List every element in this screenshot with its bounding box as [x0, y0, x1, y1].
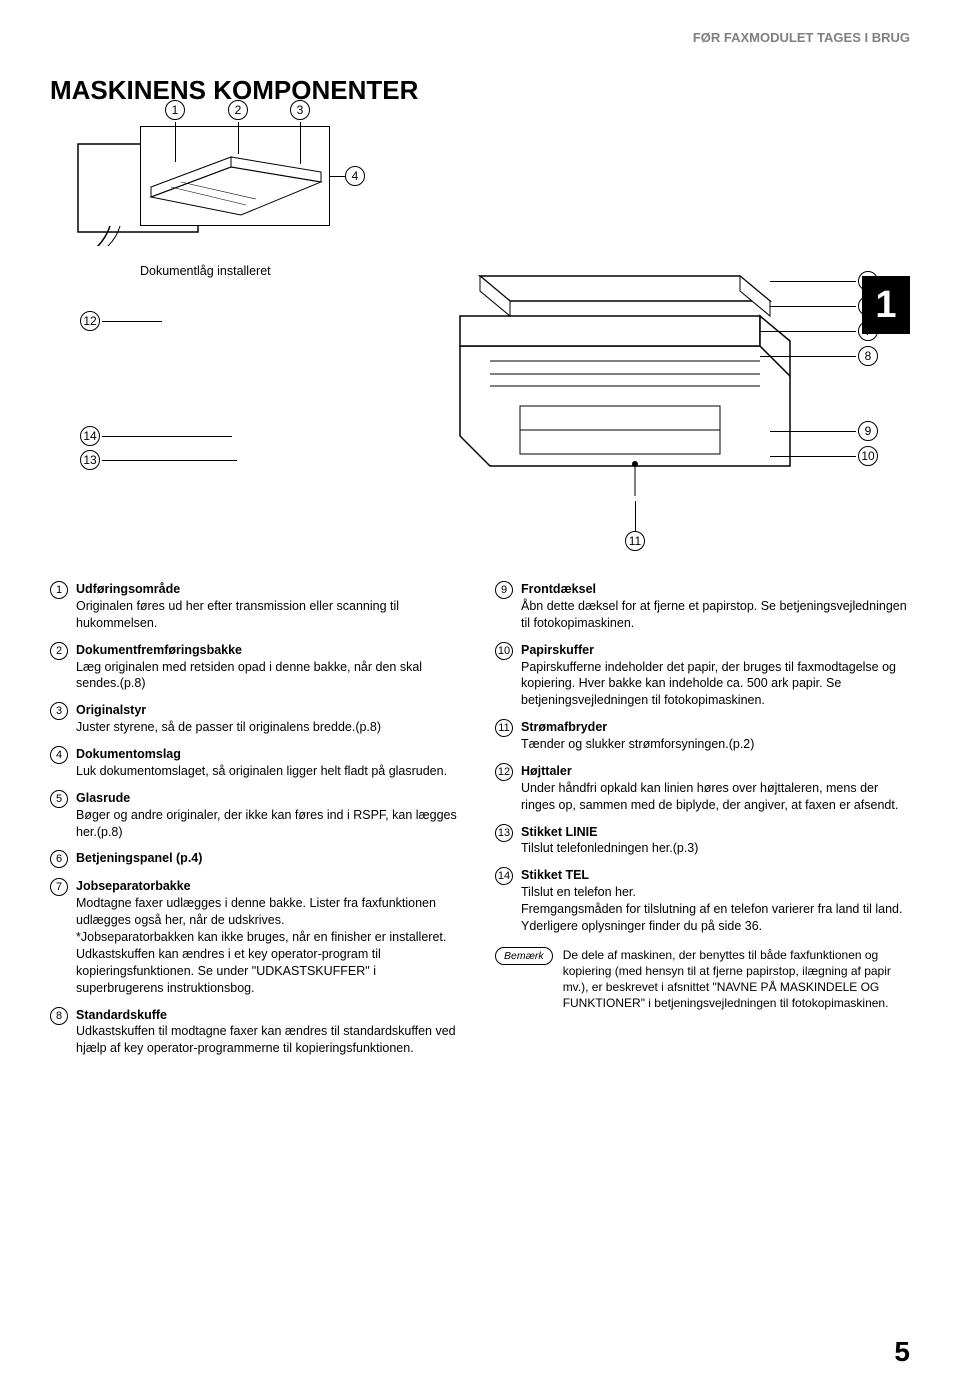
- component-item-title: Stikket TEL: [521, 867, 910, 884]
- component-item-text: Originalen føres ud her efter transmissi…: [76, 598, 465, 632]
- component-item-title: Dokumentfremføringsbakke: [76, 642, 465, 659]
- component-item-number: 13: [495, 824, 513, 842]
- doc-feeder-illustration: [140, 126, 330, 226]
- component-item-number: 4: [50, 746, 68, 764]
- note-text: De dele af maskinen, der benyttes til bå…: [563, 947, 910, 1012]
- callout-13: 13: [80, 450, 100, 470]
- component-item-text: Luk dokumentomslaget, så originalen ligg…: [76, 763, 465, 780]
- component-item-body: DokumentomslagLuk dokumentomslaget, så o…: [76, 746, 465, 780]
- component-item-body: HøjttalerUnder håndfri opkald kan linien…: [521, 763, 910, 814]
- component-item: 13 Stikket LINIETilslut telefonledningen …: [495, 824, 910, 858]
- component-item-title: Glasrude: [76, 790, 465, 807]
- component-item-number: 3: [50, 702, 68, 720]
- component-item: 12 HøjttalerUnder håndfri opkald kan lini…: [495, 763, 910, 814]
- component-item-text: Udkastskuffen til modtagne faxer kan ænd…: [76, 1023, 465, 1057]
- component-item-number: 10: [495, 642, 513, 660]
- component-item: 1 UdføringsområdeOriginalen føres ud her …: [50, 581, 465, 632]
- component-item-number: 1: [50, 581, 68, 599]
- component-item-body: Stikket TELTilslut en telefon her.Fremga…: [521, 867, 910, 935]
- component-item-text: Under håndfri opkald kan linien høres ov…: [521, 780, 910, 814]
- callout-12: 12: [80, 311, 100, 331]
- component-item-title: Jobseparatorbakke: [76, 878, 465, 895]
- component-item-title: Stikket LINIE: [521, 824, 910, 841]
- right-column: 9 FrontdækselÅbn dette dæksel for at fjer…: [495, 581, 910, 1067]
- callout-9: 9: [858, 421, 878, 441]
- component-item-body: Betjeningspanel (p.4): [76, 850, 465, 868]
- component-item-number: 6: [50, 850, 68, 868]
- component-item-body: PapirskufferPapirskufferne indeholder de…: [521, 642, 910, 710]
- component-diagram: 1 2 3 4 Dokumentlåg installeret 12 14 13: [50, 126, 910, 566]
- component-item-number: 11: [495, 719, 513, 737]
- component-item-title: Strømafbryder: [521, 719, 910, 736]
- component-item-text: Tilslut en telefon her.: [521, 884, 910, 901]
- callout-10: 10: [858, 446, 878, 466]
- doc-cover-caption: Dokumentlåg installeret: [140, 264, 271, 278]
- component-item-body: StrømafbryderTænder og slukker strømfors…: [521, 719, 910, 753]
- component-item: 2 DokumentfremføringsbakkeLæg originalen …: [50, 642, 465, 693]
- page-number: 5: [894, 1336, 910, 1368]
- component-item: 5 GlasrudeBøger og andre originaler, der …: [50, 790, 465, 841]
- component-item-body: StandardskuffeUdkastskuffen til modtagne…: [76, 1007, 465, 1058]
- component-item-body: JobseparatorbakkeModtagne faxer udlægges…: [76, 878, 465, 996]
- component-item-number: 9: [495, 581, 513, 599]
- component-item-body: DokumentfremføringsbakkeLæg originalen m…: [76, 642, 465, 693]
- callout-4: 4: [345, 166, 365, 186]
- component-item-number: 7: [50, 878, 68, 896]
- component-item-text: Bøger og andre originaler, der ikke kan …: [76, 807, 465, 841]
- component-item-text: Juster styrene, så de passer til origina…: [76, 719, 465, 736]
- component-item-number: 12: [495, 763, 513, 781]
- component-item-body: UdføringsområdeOriginalen føres ud her e…: [76, 581, 465, 632]
- note-badge: Bemærk: [495, 947, 553, 965]
- component-item-number: 8: [50, 1007, 68, 1025]
- component-item-title: Papirskuffer: [521, 642, 910, 659]
- left-column: 1 UdføringsområdeOriginalen føres ud her …: [50, 581, 465, 1067]
- component-item: 11 StrømafbryderTænder og slukker strømfo…: [495, 719, 910, 753]
- component-item-body: GlasrudeBøger og andre originaler, der i…: [76, 790, 465, 841]
- note-box: Bemærk De dele af maskinen, der benyttes …: [495, 947, 910, 1012]
- component-item-text: *Jobseparatorbakken kan ikke bruges, når…: [76, 929, 465, 997]
- component-item: 4 DokumentomslagLuk dokumentomslaget, så …: [50, 746, 465, 780]
- component-item-title: Dokumentomslag: [76, 746, 465, 763]
- component-item-body: FrontdækselÅbn dette dæksel for at fjern…: [521, 581, 910, 632]
- component-item: 6 Betjeningspanel (p.4): [50, 850, 465, 868]
- component-item-text: Fremgangsmåden for tilslutning af en tel…: [521, 901, 910, 935]
- callout-14: 14: [80, 426, 100, 446]
- component-item-text: Modtagne faxer udlægges i denne bakke. L…: [76, 895, 465, 929]
- component-descriptions: 1 UdføringsområdeOriginalen føres ud her …: [50, 581, 910, 1067]
- chapter-badge: 1: [862, 276, 910, 334]
- callout-8: 8: [858, 346, 878, 366]
- component-item-text: Papirskufferne indeholder det papir, der…: [521, 659, 910, 710]
- component-item: 10 PapirskufferPapirskufferne indeholder …: [495, 642, 910, 710]
- component-item-body: OriginalstyrJuster styrene, så de passer…: [76, 702, 465, 736]
- component-item-text: Åbn dette dæksel for at fjerne et papirs…: [521, 598, 910, 632]
- component-item-text: Læg originalen med retsiden opad i denne…: [76, 659, 465, 693]
- component-item-body: Stikket LINIETilslut telefonledningen he…: [521, 824, 910, 858]
- component-item-title: Standardskuffe: [76, 1007, 465, 1024]
- callout-1: 1: [165, 100, 185, 120]
- callout-2: 2: [228, 100, 248, 120]
- component-item-number: 5: [50, 790, 68, 808]
- component-item: 9 FrontdækselÅbn dette dæksel for at fjer…: [495, 581, 910, 632]
- component-item-text: Tænder og slukker strømforsyningen.(p.2): [521, 736, 910, 753]
- component-item-text: Tilslut telefonledningen her.(p.3): [521, 840, 910, 857]
- component-item-title: Betjeningspanel (p.4): [76, 850, 465, 867]
- component-item-number: 14: [495, 867, 513, 885]
- section-header: FØR FAXMODULET TAGES I BRUG: [693, 30, 960, 45]
- callout-3: 3: [290, 100, 310, 120]
- component-item: 14 Stikket TELTilslut en telefon her.Frem…: [495, 867, 910, 935]
- callout-11: 11: [625, 531, 645, 551]
- component-item-title: Højttaler: [521, 763, 910, 780]
- component-item-title: Frontdæksel: [521, 581, 910, 598]
- printer-illustration: [400, 246, 840, 506]
- component-item-title: Originalstyr: [76, 702, 465, 719]
- component-item-title: Udføringsområde: [76, 581, 465, 598]
- component-item: 7 JobseparatorbakkeModtagne faxer udlægge…: [50, 878, 465, 996]
- component-item-number: 2: [50, 642, 68, 660]
- component-item: 3 OriginalstyrJuster styrene, så de passe…: [50, 702, 465, 736]
- component-item: 8 StandardskuffeUdkastskuffen til modtagn…: [50, 1007, 465, 1058]
